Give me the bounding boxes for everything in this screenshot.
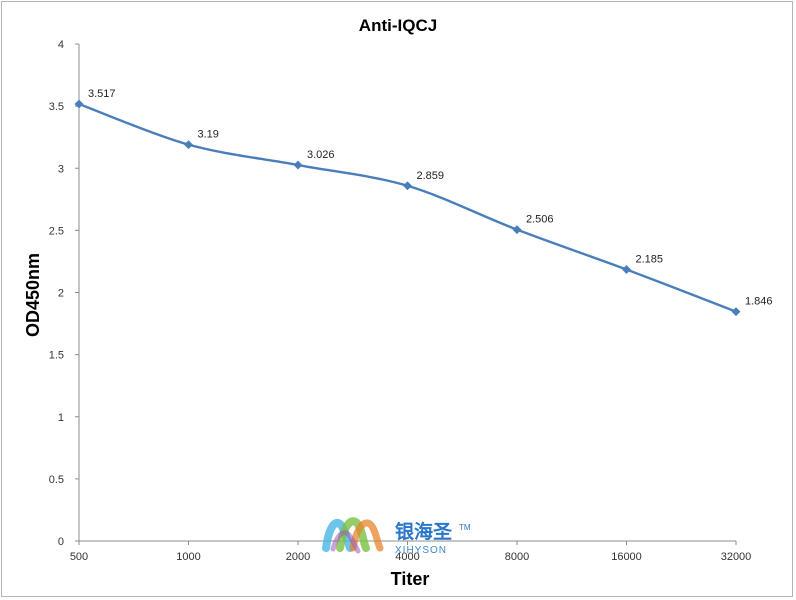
data-point-marker	[402, 181, 413, 191]
data-label: 2.859	[417, 170, 445, 182]
y-tick-label: 3	[58, 163, 64, 175]
data-point-marker	[731, 307, 741, 317]
x-tick-label: 32000	[721, 551, 752, 563]
data-point-marker	[74, 99, 84, 109]
data-labels: 3.517 3.19 3.026 2.859 2.506 2.185 1.846	[88, 88, 773, 308]
y-tick-label: 2.5	[49, 225, 64, 237]
watermark-logo-icon	[322, 517, 384, 554]
series-line	[78, 102, 737, 313]
x-tick-label: 1000	[176, 551, 200, 563]
x-tick-label: 4000	[395, 551, 419, 563]
x-tick-label: 16000	[611, 551, 642, 563]
x-tick-label: 8000	[505, 551, 529, 563]
y-tick-label: 0.5	[49, 474, 64, 486]
watermark: 银海圣 TM XIHYSON	[322, 517, 471, 556]
y-axis-title: OD450nm	[23, 253, 43, 337]
data-label: 2.185	[636, 254, 664, 266]
data-label: 2.506	[526, 214, 554, 226]
data-label: 3.517	[88, 88, 116, 100]
data-label: 3.19	[198, 129, 219, 141]
data-label: 1.846	[745, 296, 773, 308]
data-point-marker	[183, 140, 194, 150]
x-tick-labels: 500 1000 2000 4000 8000 16000 32000	[70, 551, 751, 563]
x-axis-title: Titer	[391, 569, 430, 589]
y-tick-label: 3.5	[49, 101, 64, 113]
axes	[75, 43, 737, 545]
y-tick-label: 0	[58, 536, 64, 548]
series-layer	[74, 99, 741, 317]
y-tick-label: 1.5	[49, 350, 64, 362]
x-tick-label: 2000	[286, 551, 310, 563]
y-tick-labels: 0 0.5 1 1.5 2 2.5 3 3.5 4	[49, 39, 64, 548]
data-point-marker	[293, 160, 303, 170]
y-tick-label: 4	[58, 39, 64, 51]
data-point-marker	[621, 264, 632, 275]
y-tick-label: 2	[58, 288, 64, 300]
y-tick-label: 1	[58, 412, 64, 424]
x-tick-label: 500	[70, 551, 88, 563]
watermark-tm: TM	[459, 523, 471, 532]
watermark-subtext: XIHYSON	[395, 545, 447, 556]
watermark-logo-text: 银海圣	[395, 520, 453, 543]
data-label: 3.026	[307, 149, 335, 161]
data-point-marker	[512, 225, 522, 235]
chart-title: Anti-IQCJ	[359, 16, 437, 35]
